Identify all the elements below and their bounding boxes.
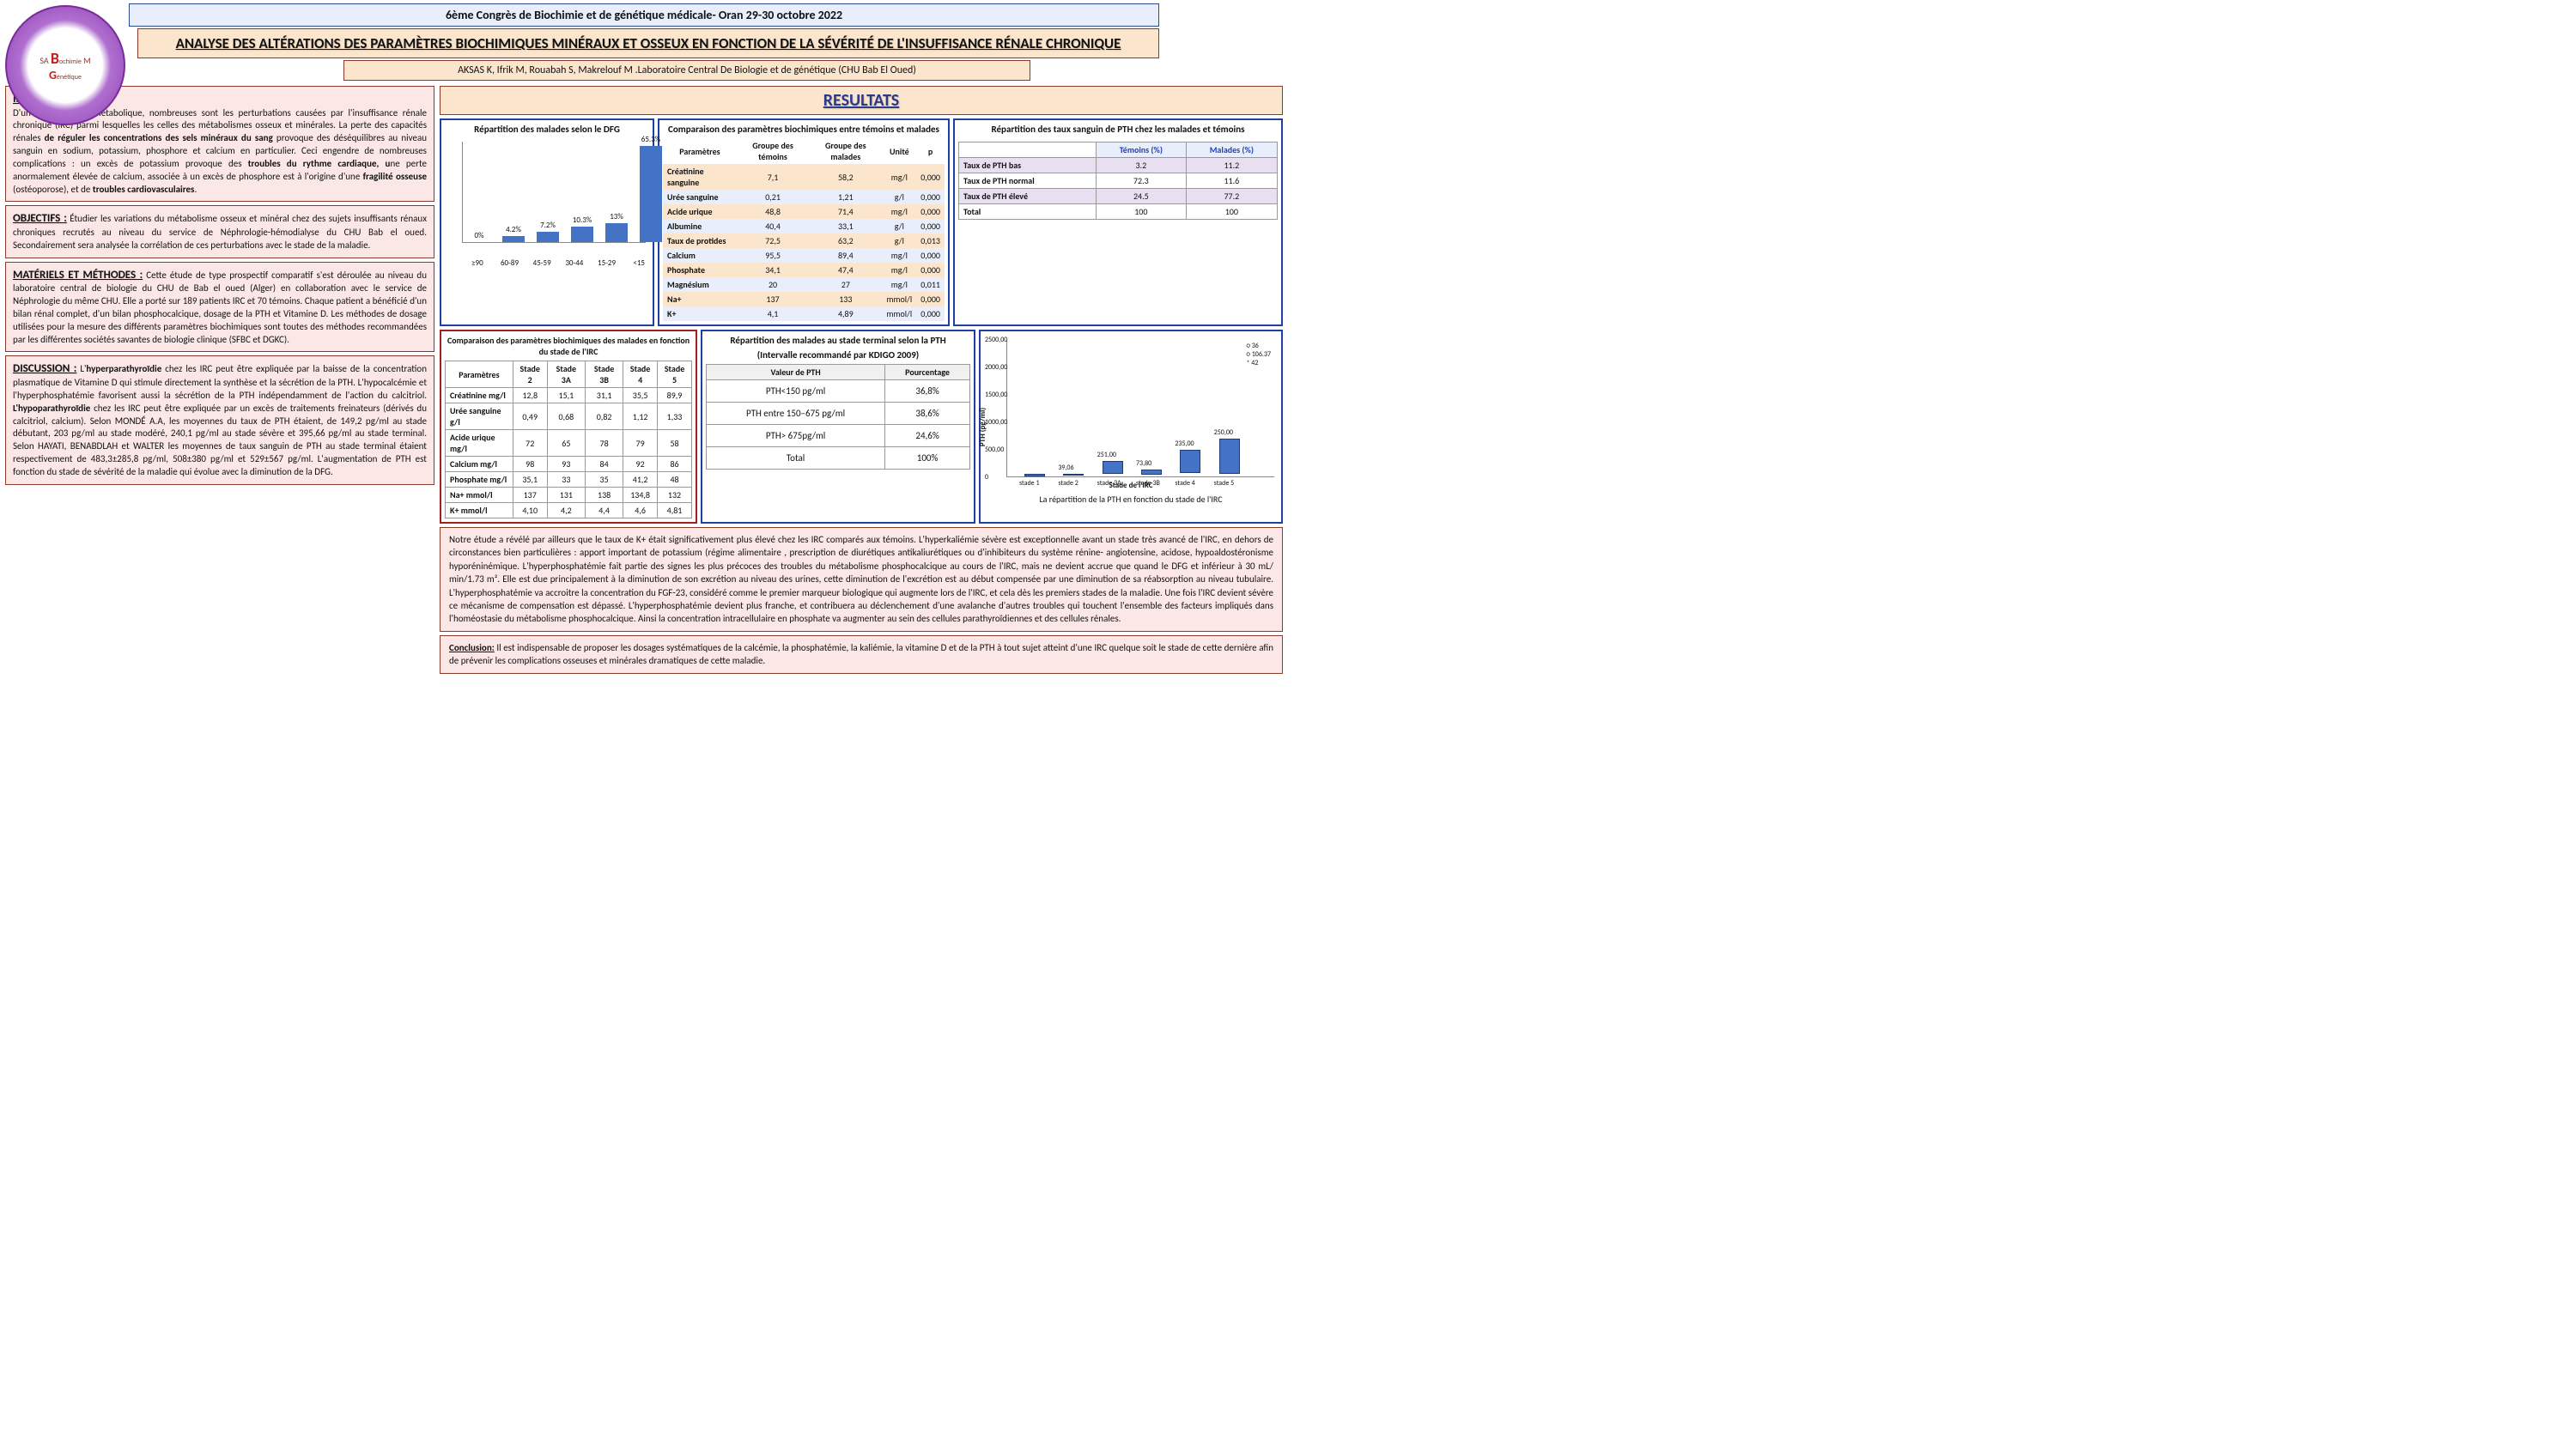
logo-inner: SA Bochimie M Génétique xyxy=(30,30,100,100)
stage-table-title: Comparaison des paramètres biochimiques … xyxy=(445,335,692,357)
poster-title: ANALYSE DES ALTÉRATIONS DES PARAMÈTRES B… xyxy=(137,28,1159,58)
society-logo: SA Bochimie M Génétique xyxy=(5,5,125,125)
comparison-table: ParamètresGroupe des témoinsGroupe des m… xyxy=(663,138,945,321)
objectifs-box: OBJECTIFS : Étudier les variations du mé… xyxy=(5,205,434,258)
discussion-heading: DISCUSSION : xyxy=(13,362,76,375)
methodes-heading: MATÉRIELS ET MÉTHODES : xyxy=(13,269,143,282)
kdigo-title1: Répartition des malades au stade termina… xyxy=(706,335,970,346)
kdigo-panel: Répartition des malades au stade termina… xyxy=(701,330,975,524)
discussion-box: DISCUSSION : L'hyperparathyroïdie chez l… xyxy=(5,355,434,484)
discussion-right-box: Notre étude a révélé par ailleurs que le… xyxy=(440,527,1283,632)
resultats-heading: RESULTATS xyxy=(440,86,1283,115)
boxplot-ylabel: PTH (pg/ml) xyxy=(978,408,987,446)
dfg-bar-chart: 0%4.2%7.2%10.3%13%65.3% xyxy=(445,138,649,258)
congress-header: 6ème Congrès de Biochimie et de génétiqu… xyxy=(129,3,1159,27)
comparison-table-panel: Comparaison des paramètres biochimiques … xyxy=(658,118,950,326)
pth-distribution-panel: Répartition des taux sanguin de PTH chez… xyxy=(953,118,1283,326)
boxplot-caption: La répartition de la PTH en fonction du … xyxy=(984,494,1278,505)
conclusion-text: Il est indispensable de proposer les dos… xyxy=(449,642,1273,666)
kdigo-table: Valeur de PTHPourcentagePTH<150 pg/ml36,… xyxy=(706,364,970,470)
kdigo-title2: (Intervalle recommandé par KDIGO 2009) xyxy=(706,349,970,361)
pth-boxplot-panel: PTH (pg/ml) stade 139,06stade 2251,00sta… xyxy=(979,330,1283,524)
objectifs-heading: OBJECTIFS : xyxy=(13,212,67,225)
discussion-right-text: Notre étude a révélé par ailleurs que le… xyxy=(449,534,1273,624)
objectifs-text: Étudier les variations du métabolisme os… xyxy=(13,213,427,250)
dfg-chart-panel: Répartition des malades selon le DFG 0%4… xyxy=(440,118,654,326)
stage-table-panel: Comparaison des paramètres biochimiques … xyxy=(440,330,697,524)
methodes-box: MATÉRIELS ET MÉTHODES : Cette étude de t… xyxy=(5,262,434,353)
conclusion-box: Conclusion: Il est indispensable de prop… xyxy=(440,635,1283,674)
comparison-table-title: Comparaison des paramètres biochimiques … xyxy=(663,124,945,135)
discussion-text: L'hyperparathyroïdie chez les IRC peut ê… xyxy=(13,363,427,476)
authors-line: AKSAS K, Ifrik M, Rouabah S, Makrelouf M… xyxy=(343,60,1030,81)
pth-distribution-table: Témoins (%)Malades (%)Taux de PTH bas3.2… xyxy=(958,142,1278,220)
pth-distribution-title: Répartition des taux sanguin de PTH chez… xyxy=(958,124,1278,135)
conclusion-heading: Conclusion: xyxy=(449,642,495,653)
stage-table: ParamètresStade 2Stade 3AStade 3BStade 4… xyxy=(445,361,692,518)
dfg-chart-title: Répartition des malades selon le DFG xyxy=(445,124,649,135)
pth-boxplot: stade 139,06stade 2251,00stade 3A73,80st… xyxy=(1006,340,1274,477)
